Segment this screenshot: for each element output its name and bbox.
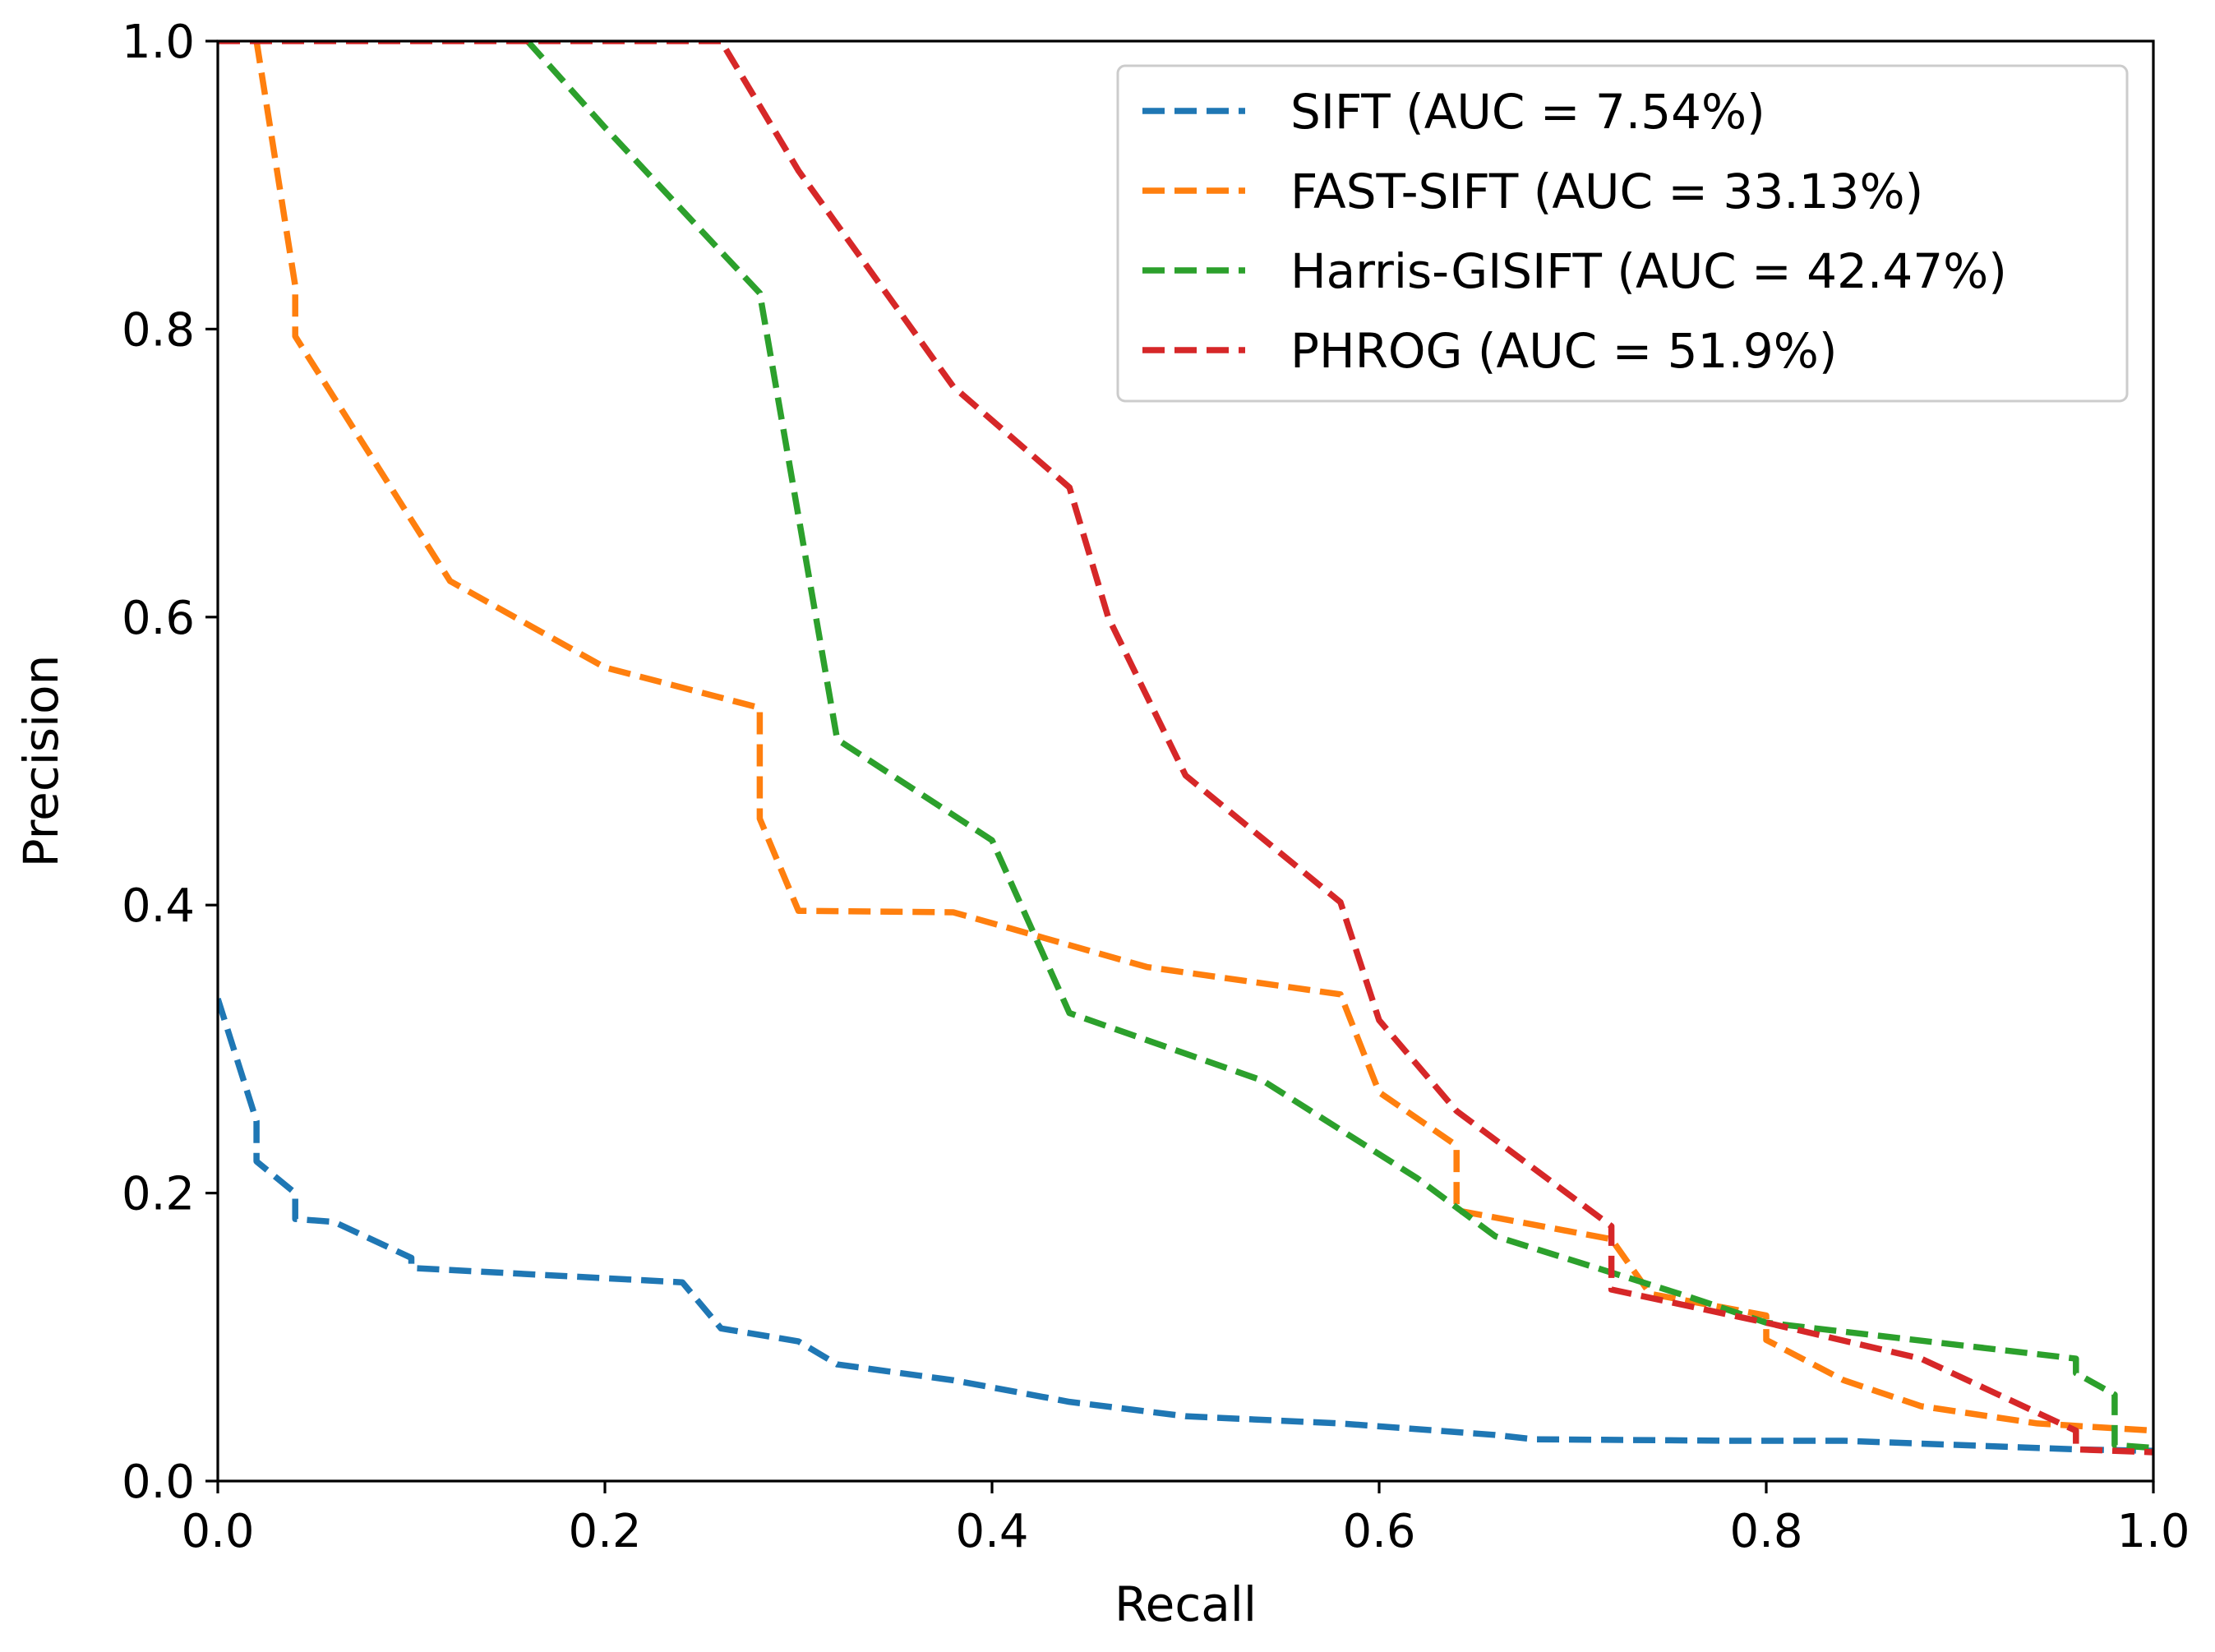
legend-label-3: Harris-GISIFT (AUC = 42.47%) <box>1290 243 2007 299</box>
y-tick-label: 0.4 <box>122 879 195 933</box>
x-tick-label: 0.6 <box>1342 1505 1415 1558</box>
series-line-4 <box>218 41 2153 1456</box>
series-line-1 <box>218 997 2153 1454</box>
x-tick-label: 0.4 <box>955 1505 1028 1558</box>
ticks-layer: 0.0 0.2 0.4 0.6 0.8 1.0 0.0 0.2 0.4 0.6 0.8 1.0 <box>122 16 2190 1558</box>
x-tick-label: 0.2 <box>568 1505 641 1558</box>
y-tick-label: 0.8 <box>122 303 195 357</box>
legend-label-1: SIFT (AUC = 7.54%) <box>1290 84 1765 140</box>
y-axis-title: Precision <box>13 655 69 868</box>
x-axis-title: Recall <box>1114 1576 1257 1632</box>
y-tick-label: 1.0 <box>122 16 195 69</box>
x-tick-label: 0.0 <box>181 1505 254 1558</box>
legend: SIFT (AUC = 7.54%) FAST-SIFT (AUC = 33.13… <box>1116 64 2129 403</box>
legend-box <box>1116 64 2129 403</box>
legend-label-4: PHROG (AUC = 51.9%) <box>1290 323 1838 379</box>
y-tick-label: 0.6 <box>122 592 195 645</box>
y-tick-label: 0.2 <box>122 1168 195 1221</box>
legend-label-2: FAST-SIFT (AUC = 33.13%) <box>1290 164 1923 219</box>
y-tick-label: 0.0 <box>122 1456 195 1509</box>
x-tick-label: 1.0 <box>2116 1505 2190 1558</box>
series-layer <box>218 41 2153 1456</box>
series-line-3 <box>525 41 2153 1451</box>
plot-frame <box>216 39 2155 1483</box>
series-line-2 <box>253 41 2153 1434</box>
x-tick-label: 0.8 <box>1729 1505 1802 1558</box>
